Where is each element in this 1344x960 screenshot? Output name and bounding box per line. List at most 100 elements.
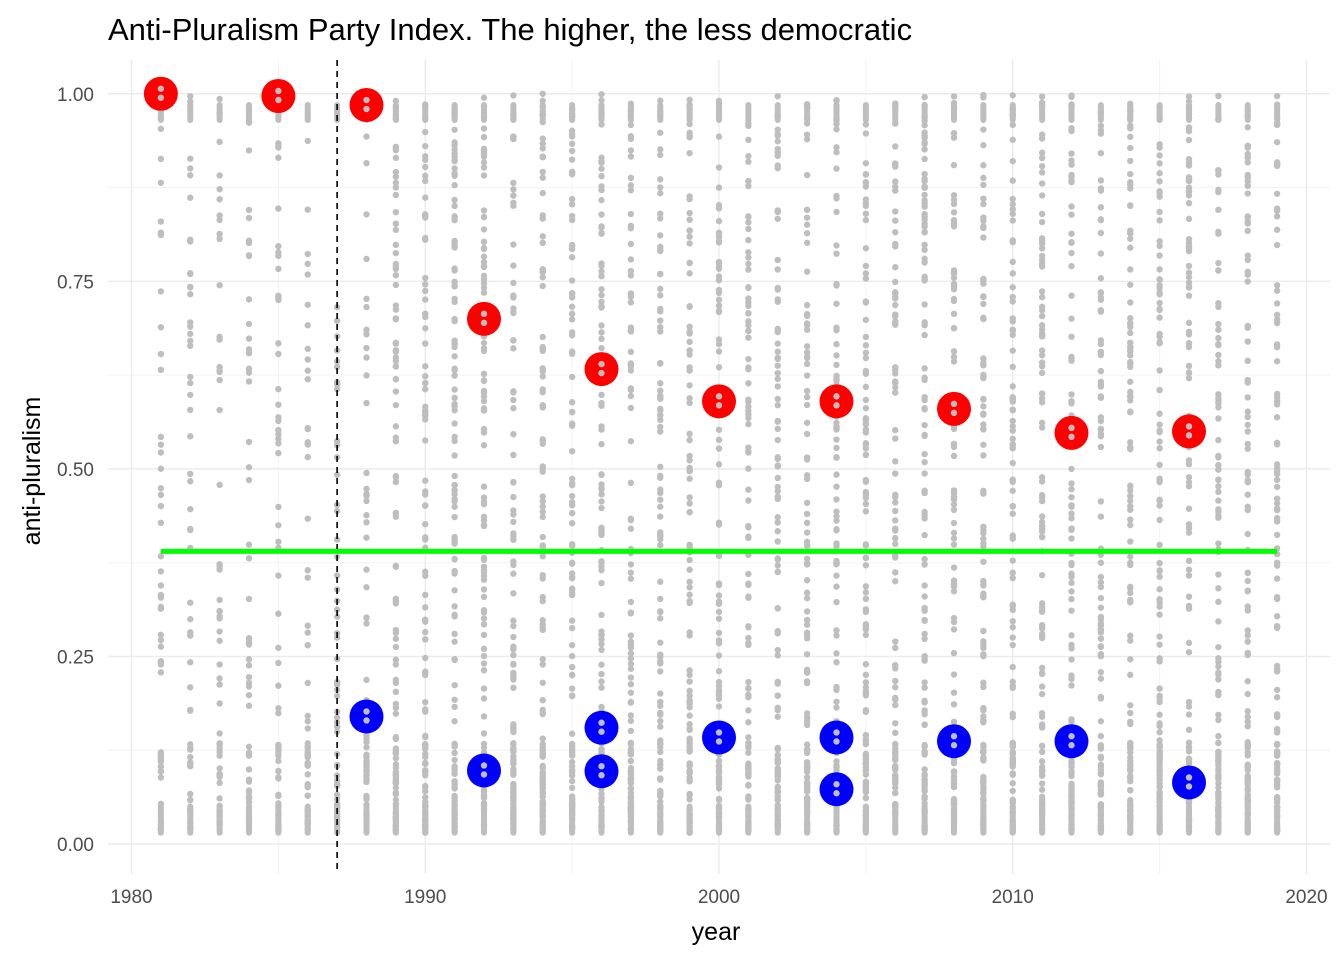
background-point <box>862 196 870 203</box>
background-point <box>627 182 635 189</box>
background-point <box>833 496 840 503</box>
background-point <box>627 632 635 639</box>
background-point <box>451 503 458 510</box>
min-point <box>349 699 384 734</box>
background-point <box>510 784 517 791</box>
background-point <box>950 564 958 571</box>
background-point <box>1185 566 1193 573</box>
background-point <box>422 340 429 347</box>
background-point <box>216 740 223 747</box>
background-point <box>275 682 282 689</box>
background-point <box>245 662 253 669</box>
background-point <box>568 768 576 776</box>
background-point <box>774 796 781 803</box>
background-point <box>480 793 488 800</box>
background-point <box>1097 204 1105 211</box>
background-point <box>480 347 488 355</box>
overlay-grey-dot <box>480 771 488 778</box>
background-point <box>1244 627 1251 634</box>
background-point <box>392 478 400 486</box>
background-point <box>539 274 546 281</box>
background-point <box>480 159 488 166</box>
background-point <box>1273 92 1281 100</box>
background-point <box>833 809 840 816</box>
background-point <box>392 241 400 249</box>
background-point <box>686 338 693 346</box>
background-point <box>568 303 576 310</box>
background-point <box>892 366 899 374</box>
background-point <box>539 239 546 247</box>
background-point <box>862 210 870 217</box>
background-point <box>686 743 693 750</box>
background-point <box>921 139 928 146</box>
background-point <box>745 744 752 751</box>
background-point <box>745 678 752 686</box>
background-point <box>774 296 781 303</box>
y-axis-label: anti-pluralism <box>18 397 46 546</box>
background-point <box>1009 503 1016 510</box>
background-point <box>422 234 429 242</box>
background-point <box>157 231 165 239</box>
max-point <box>143 76 178 111</box>
background-point <box>451 806 458 814</box>
background-point <box>1127 802 1134 810</box>
background-point <box>774 783 781 791</box>
background-point <box>451 202 458 210</box>
background-point <box>627 575 635 582</box>
background-point <box>1156 611 1163 618</box>
background-point <box>774 256 781 264</box>
overlay-grey-dot <box>1068 433 1075 441</box>
overlay-grey-dot <box>363 96 370 104</box>
background-point <box>392 281 400 289</box>
background-point <box>862 679 870 686</box>
background-point <box>598 262 605 270</box>
background-point <box>275 644 282 652</box>
background-point <box>1009 112 1016 120</box>
background-point <box>245 147 253 154</box>
background-point <box>686 712 693 719</box>
background-point <box>187 505 194 513</box>
background-point <box>451 777 458 785</box>
background-point <box>392 423 400 430</box>
background-point <box>480 522 488 530</box>
background-point <box>333 606 341 613</box>
background-point <box>157 485 165 492</box>
background-point <box>216 186 223 193</box>
background-point <box>862 708 870 716</box>
background-point <box>745 534 752 541</box>
background-point <box>1127 503 1134 510</box>
background-point <box>1127 516 1134 523</box>
background-point <box>745 295 752 302</box>
background-point <box>1038 793 1046 800</box>
background-point <box>1215 774 1222 781</box>
background-point <box>480 238 488 246</box>
background-point <box>216 481 223 489</box>
background-point <box>598 632 605 639</box>
background-point <box>333 572 341 579</box>
background-point <box>245 206 253 214</box>
background-point <box>1156 822 1163 829</box>
background-point <box>598 531 605 539</box>
background-point <box>862 426 870 433</box>
background-point <box>539 233 546 240</box>
background-point <box>774 425 781 433</box>
background-point <box>568 310 576 317</box>
background-point <box>1244 357 1251 365</box>
background-point <box>275 431 282 438</box>
background-point <box>745 684 752 692</box>
background-point <box>980 652 987 659</box>
background-point <box>304 808 311 815</box>
background-point <box>1127 671 1134 679</box>
background-point <box>510 570 517 577</box>
background-point <box>1097 250 1105 257</box>
background-point <box>1185 698 1193 706</box>
background-point <box>363 344 370 352</box>
background-point <box>1068 400 1075 407</box>
background-point <box>539 797 546 805</box>
background-point <box>921 800 928 807</box>
background-point <box>774 165 781 172</box>
background-point <box>1009 237 1016 244</box>
background-point <box>980 441 987 448</box>
background-point <box>1215 415 1222 422</box>
background-point <box>745 380 752 387</box>
